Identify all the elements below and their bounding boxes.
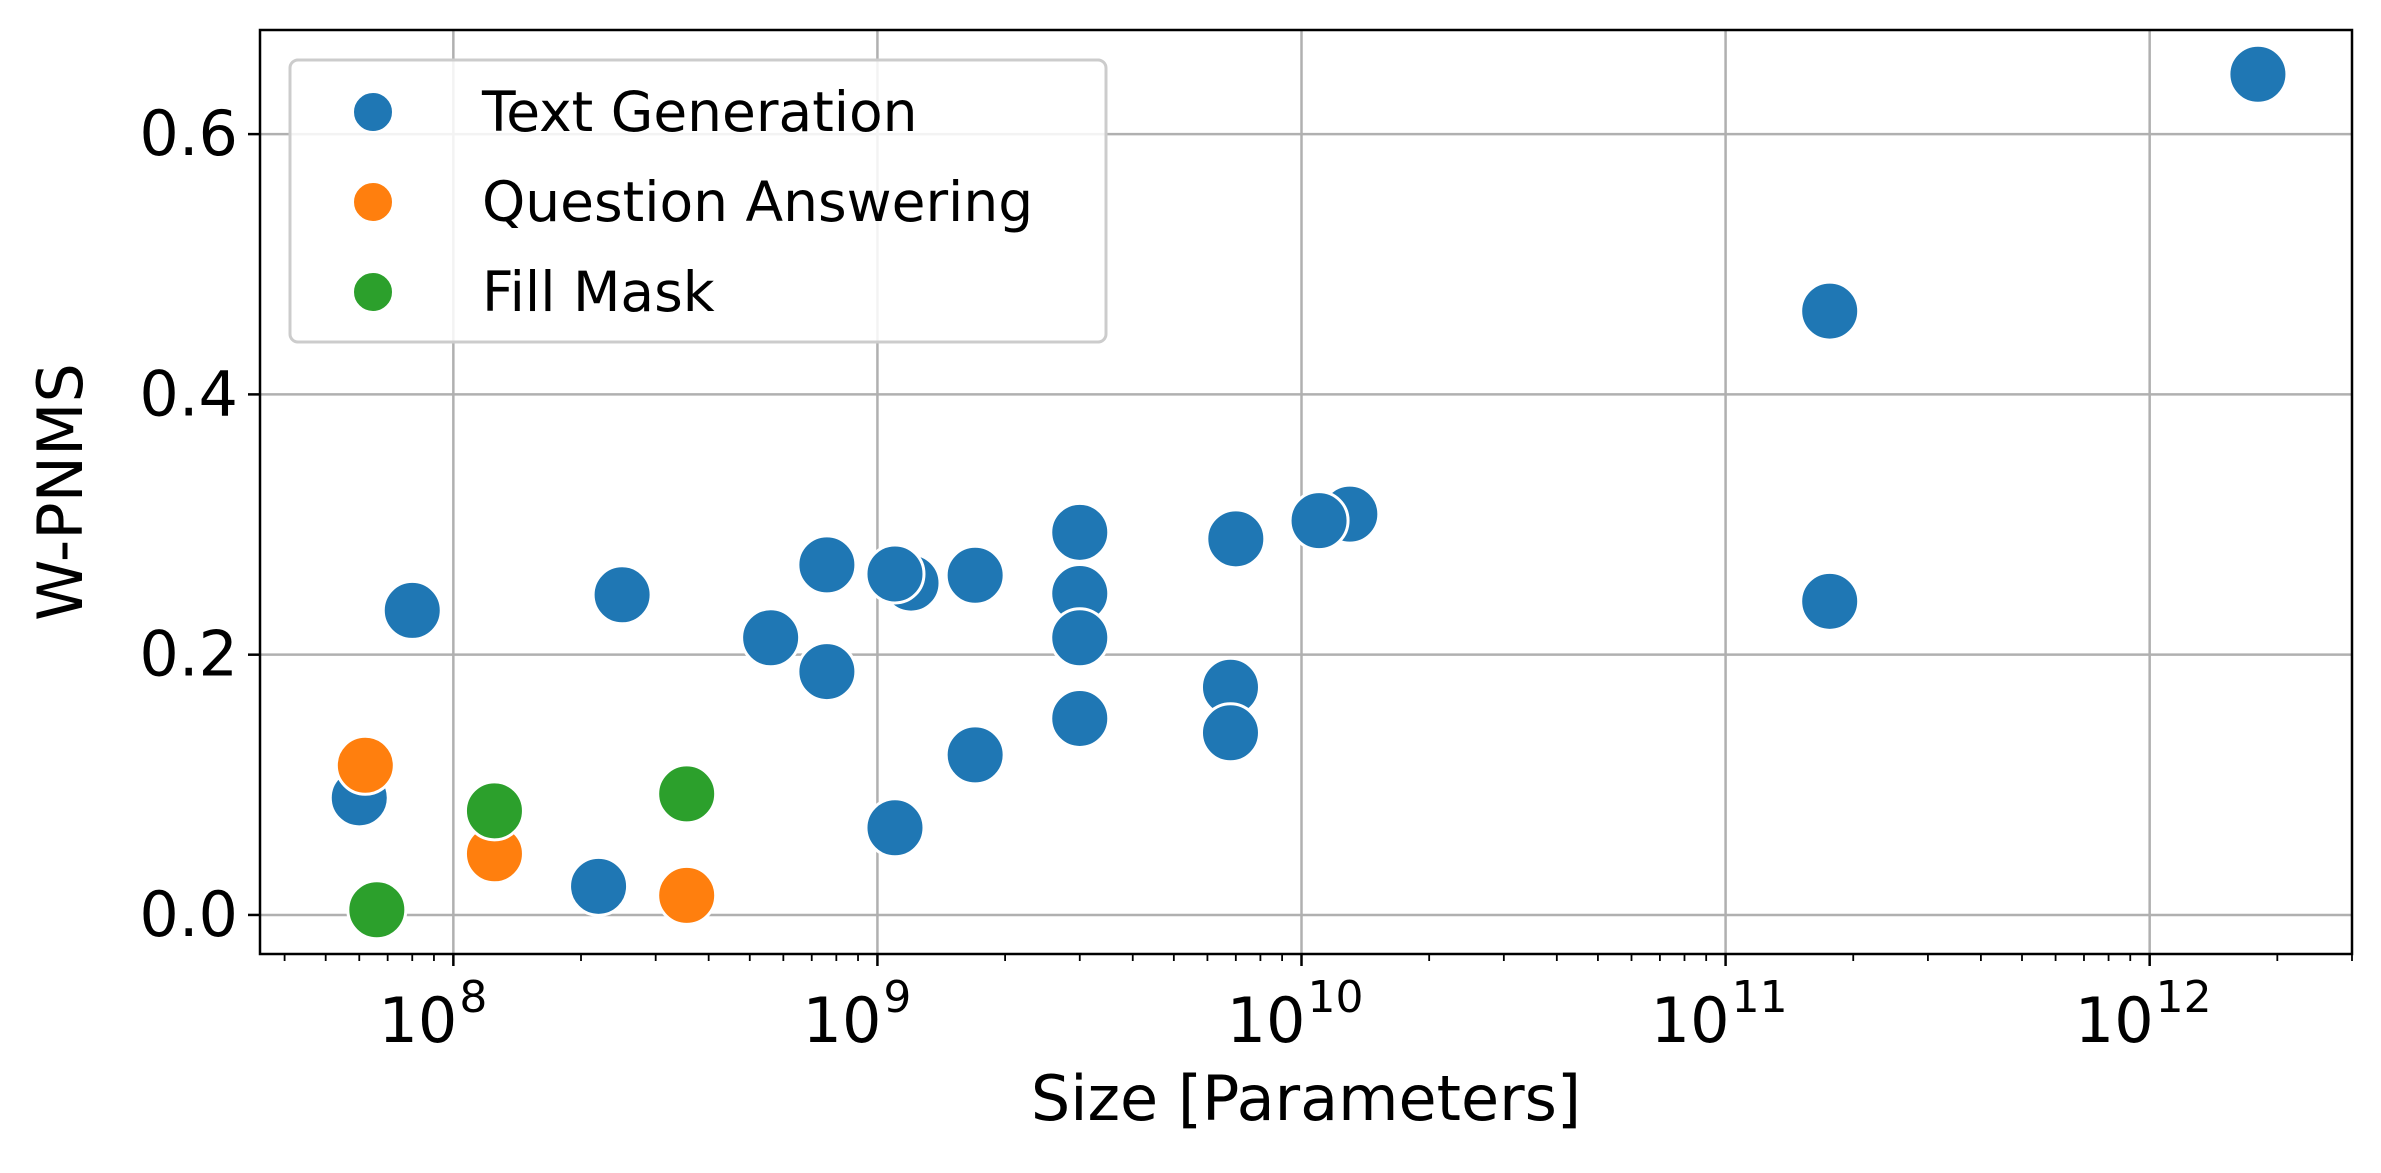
y-axis-label: W-PNMS (24, 363, 97, 621)
x-tick-label: 10 10 (1227, 972, 1364, 1057)
legend-label: Text Generation (481, 80, 918, 144)
point-text-generation (1049, 607, 1111, 669)
x-tick-label: 10 12 (2075, 972, 2212, 1057)
legend-marker (352, 91, 394, 133)
point-fill-mask (656, 763, 718, 825)
point-text-generation (1049, 687, 1111, 749)
y-tick-label: 0.2 (139, 618, 238, 691)
point-fill-mask (346, 879, 408, 941)
point-text-generation (864, 543, 926, 605)
x-tick-label: 10 11 (1651, 972, 1788, 1057)
x-tick-base: 10 (1651, 984, 1730, 1057)
point-fill-mask (463, 780, 525, 842)
x-tick-base: 10 (378, 984, 457, 1057)
x-tick-label: 10 8 (378, 972, 487, 1057)
x-tick-base: 10 (1227, 984, 1306, 1057)
legend-box (288, 58, 1108, 344)
x-tick-exponent: 8 (459, 972, 487, 1023)
point-text-generation (2227, 43, 2289, 105)
point-question-answering (334, 734, 396, 796)
legend-marker (352, 181, 394, 223)
y-tick-label: 0.6 (139, 97, 238, 170)
y-tick-label: 0.0 (139, 878, 238, 951)
data-points (328, 43, 2289, 941)
point-text-generation (1288, 490, 1350, 552)
point-text-generation (1799, 570, 1861, 632)
legend-label: Question Answering (482, 170, 1033, 234)
y-tick-label: 0.4 (139, 357, 238, 430)
point-text-generation (1199, 702, 1261, 764)
x-tick-exponent: 10 (1308, 972, 1364, 1023)
legend: Text Generation Question Answering Fill Ma… (288, 58, 1108, 344)
point-text-generation (591, 564, 653, 626)
legend-marker (352, 271, 394, 313)
x-tick-base: 10 (2075, 984, 2154, 1057)
point-text-generation (1049, 501, 1111, 563)
x-tick-exponent: 11 (1732, 972, 1788, 1023)
x-tick-base: 10 (803, 984, 882, 1057)
point-text-generation (381, 579, 443, 641)
axis-ticks: 0.00.20.40.610 8 10 9 10 10 10 11 10 12 (139, 97, 2353, 1057)
point-text-generation (740, 607, 802, 669)
legend-label: Fill Mask (482, 260, 715, 324)
point-text-generation (864, 797, 926, 859)
point-text-generation (796, 641, 858, 703)
plot-frame (258, 28, 2354, 956)
x-tick-exponent: 9 (883, 972, 911, 1023)
point-question-answering (656, 864, 718, 926)
point-text-generation (944, 544, 1006, 606)
point-text-generation (944, 724, 1006, 786)
point-text-generation (796, 534, 858, 596)
point-text-generation (568, 855, 630, 917)
point-text-generation (1205, 508, 1267, 570)
x-tick-exponent: 12 (2156, 972, 2212, 1023)
x-axis-label: Size [Parameters] (1031, 1062, 1581, 1135)
x-tick-label: 10 9 (803, 972, 912, 1057)
point-text-generation (1799, 280, 1861, 342)
